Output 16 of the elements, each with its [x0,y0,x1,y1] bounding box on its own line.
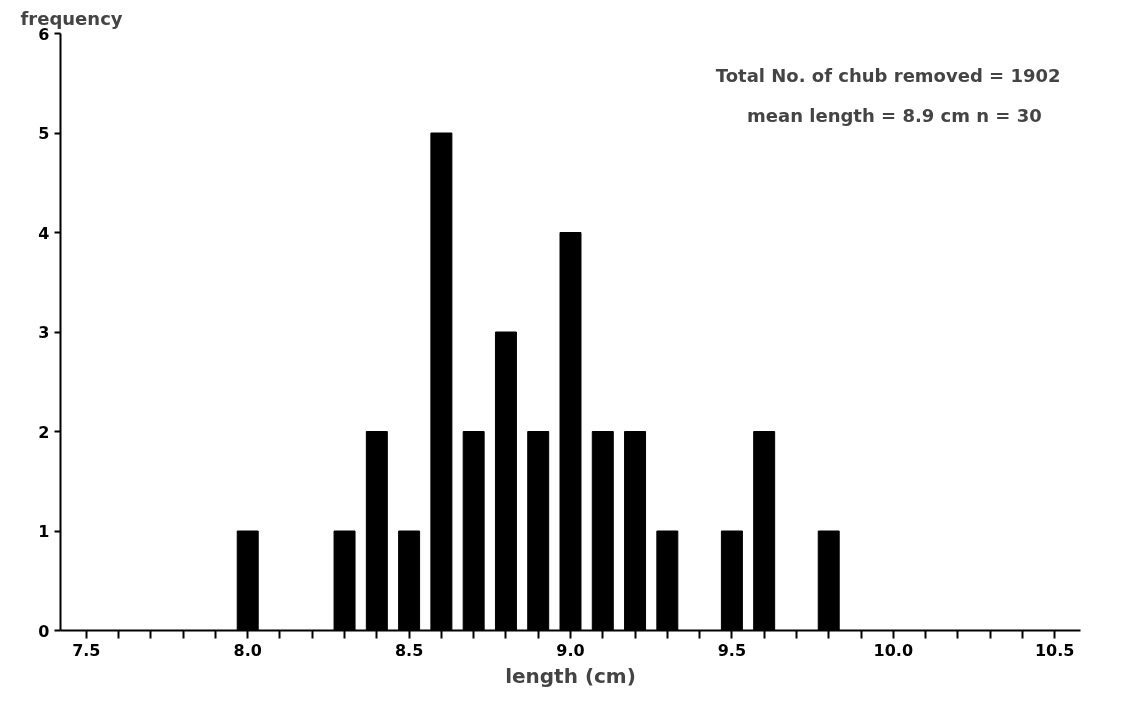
x-tick-label: 9.5 [717,640,747,660]
annotation: mean length = 8.9 cm n = 30 [747,104,1042,126]
y-tick-label: 0 [38,621,50,641]
y-tick-label: 1 [38,522,50,541]
x-axis-title: length (cm) [505,663,636,688]
x-tick-label: 8.0 [233,640,262,660]
x-tick-label: 10.5 [1034,640,1075,660]
y-tick-label: 5 [38,124,50,143]
y-tick-label: 4 [38,223,50,243]
x-tick-label: 9.0 [556,640,585,660]
annotation: Total No. of chub removed = 1902 [715,64,1061,86]
x-tick-label: 7.5 [72,640,101,660]
x-tick-label: 10.0 [873,640,914,660]
y-tick-label: 3 [38,323,50,342]
x-tick-label: 8.5 [394,640,424,660]
y-tick-label: 2 [38,422,50,442]
